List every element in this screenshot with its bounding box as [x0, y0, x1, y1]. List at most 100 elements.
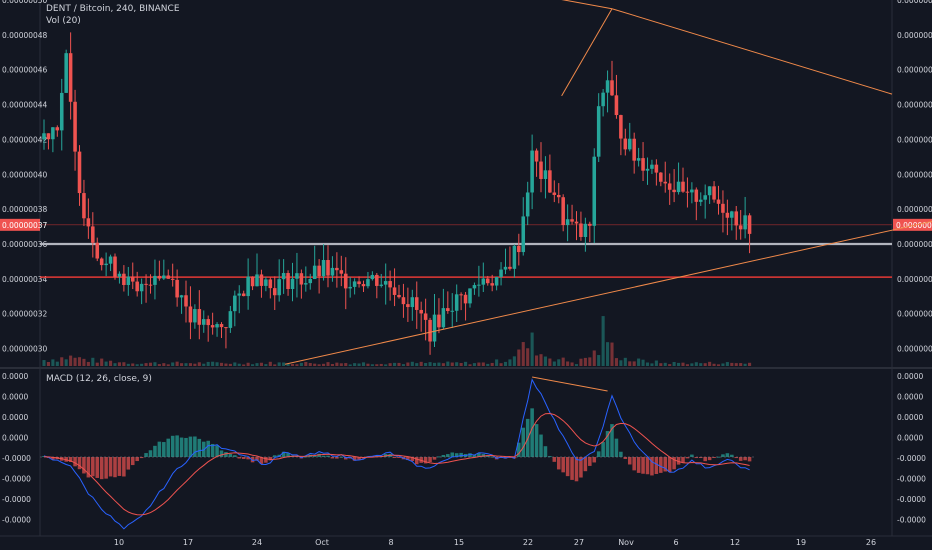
- volume-bar: [477, 362, 481, 366]
- volume-bar: [69, 355, 73, 366]
- time-tick: 26: [866, 538, 876, 547]
- macd-histogram-bar: [228, 453, 233, 457]
- macd-histogram-bar: [672, 457, 676, 470]
- candle-body: [508, 266, 512, 269]
- macd-histogram-bar: [272, 455, 277, 457]
- candle-body: [534, 150, 539, 162]
- macd-histogram-bar: [406, 457, 410, 461]
- price-tick-left: 0.00000038: [2, 205, 48, 214]
- macd-histogram-bar: [122, 457, 126, 477]
- candle-body: [406, 304, 410, 308]
- macd-histogram-bar: [730, 454, 734, 457]
- price-tick-right: 0.00000042: [897, 135, 932, 144]
- candle-body: [184, 295, 188, 307]
- macd-histogram-bar: [534, 424, 539, 457]
- volume-bar: [255, 363, 259, 366]
- price-tick-right: 0.00000050: [897, 0, 932, 5]
- volume-bar: [242, 364, 246, 366]
- macd-histogram-bar: [175, 435, 179, 457]
- candle-body: [135, 281, 139, 292]
- candle-body: [388, 281, 392, 288]
- volume-bar: [370, 364, 374, 366]
- candle-body: [86, 218, 91, 227]
- candle-body: [414, 297, 419, 310]
- candle-body: [370, 274, 375, 280]
- volume-bar: [60, 357, 64, 366]
- volume-bar: [264, 364, 268, 366]
- candle-body: [437, 314, 441, 328]
- macd-histogram-bar: [517, 442, 521, 457]
- volume-bar: [446, 361, 450, 366]
- candle-body: [494, 276, 499, 286]
- volume-bar: [441, 363, 445, 366]
- candle-body: [95, 242, 100, 259]
- candle-body: [357, 281, 361, 285]
- candle-body: [339, 270, 344, 274]
- candle-body: [153, 275, 157, 285]
- price-tick-right: 0.00000040: [897, 170, 932, 179]
- volume-bar: [197, 362, 201, 366]
- volume-bar: [690, 363, 694, 366]
- macd-histogram-bar: [721, 454, 725, 457]
- volume-bar: [268, 361, 272, 366]
- candle-body: [601, 92, 605, 107]
- macd-histogram-bar: [521, 427, 526, 457]
- volume-bar: [557, 359, 561, 366]
- price-tick-left: 0.00000048: [2, 31, 48, 40]
- macd-histogram-bar: [126, 457, 131, 470]
- candle-body: [743, 215, 747, 230]
- price-tick-right: 0.00000048: [897, 31, 932, 40]
- macd-histogram-bar: [468, 453, 472, 457]
- trendline-ascending: [284, 220, 932, 365]
- volume-bar: [135, 364, 139, 366]
- volume-bar: [330, 364, 334, 366]
- candle-body: [343, 273, 348, 289]
- volume-bar: [632, 361, 636, 366]
- volume-bar: [259, 362, 263, 366]
- macd-histogram-bar: [321, 455, 326, 457]
- macd-tick-left: -0.0000: [2, 495, 31, 504]
- candle-body: [561, 197, 565, 226]
- candle-body: [552, 192, 557, 195]
- candle-body: [632, 138, 636, 161]
- volume-bar: [508, 359, 512, 366]
- volume-bar: [490, 362, 494, 366]
- candle-body: [73, 101, 77, 152]
- candle-body: [77, 151, 82, 194]
- macd-histogram-bar: [42, 456, 46, 458]
- volume-bar: [583, 357, 587, 366]
- macd-tick-left: 0.0000: [2, 434, 28, 443]
- price-tick-left: 0.00000034: [2, 275, 48, 284]
- volume-bar: [162, 363, 166, 366]
- volume-bar: [393, 362, 397, 366]
- macd-histogram-bar: [130, 457, 135, 466]
- macd-histogram-bar: [734, 457, 739, 459]
- volume-bar: [539, 354, 543, 366]
- candle-body: [162, 275, 166, 279]
- candle-body: [477, 284, 481, 286]
- macd-histogram-bar: [108, 457, 113, 477]
- volume-bar: [668, 364, 672, 366]
- macd-histogram-bar: [659, 457, 663, 473]
- volume-bar: [424, 363, 428, 366]
- volume-bar: [215, 362, 219, 366]
- volume-bar: [499, 363, 503, 366]
- price-tick-left: 0.00000050: [2, 0, 48, 5]
- macd-histogram-bar: [51, 457, 55, 460]
- macd-histogram-bar: [619, 451, 623, 457]
- candle-body: [113, 256, 117, 277]
- volume-bar: [219, 362, 224, 366]
- candle-body: [650, 164, 654, 169]
- macd-histogram-bar: [614, 438, 619, 457]
- price-tick-left: 0.00000030: [2, 345, 48, 354]
- candle-body: [570, 219, 574, 222]
- candle-body: [676, 181, 681, 193]
- macd-histogram-bar: [197, 438, 202, 457]
- candle-body: [450, 310, 455, 312]
- price-tick-left: 0.00000042: [2, 135, 48, 144]
- volume-bar: [299, 362, 303, 366]
- macd-histogram-bar: [326, 455, 330, 457]
- candle-body: [588, 223, 592, 226]
- macd-histogram-bar: [610, 424, 614, 457]
